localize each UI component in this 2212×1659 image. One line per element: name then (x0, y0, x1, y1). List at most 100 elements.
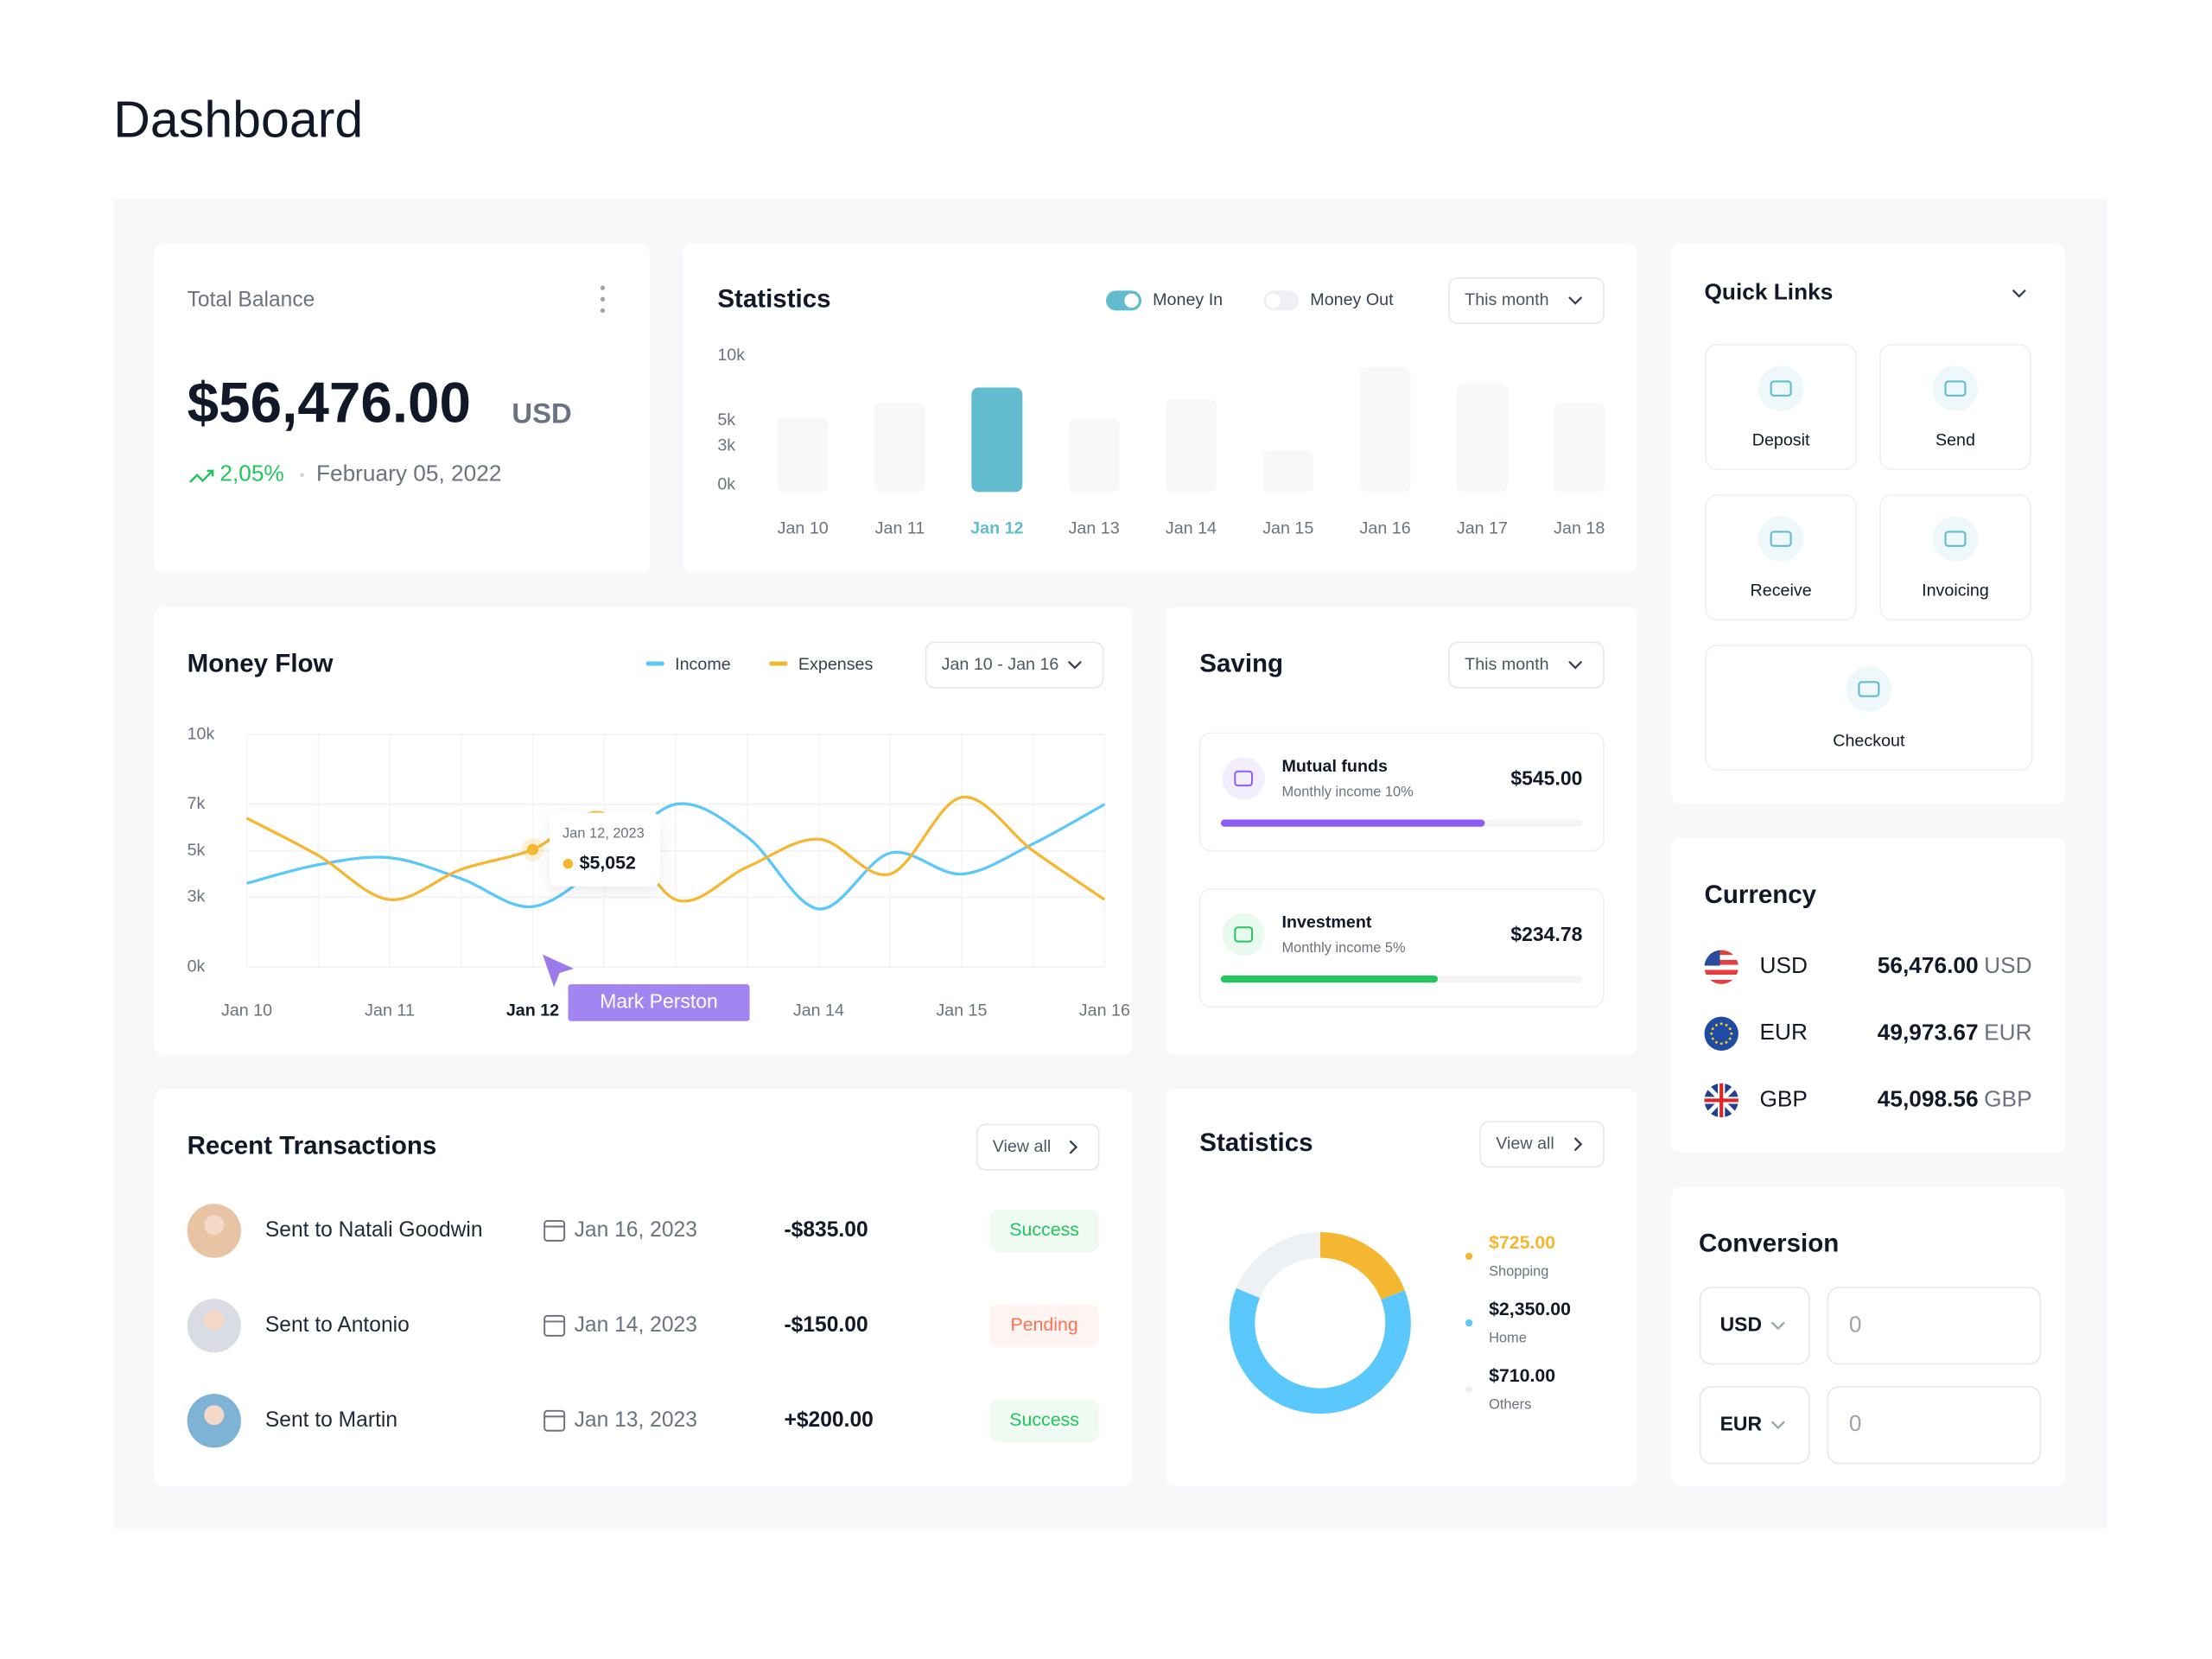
icon-background (1758, 516, 1804, 562)
card-title: Saving (1199, 649, 1283, 677)
flag-stripe (1704, 979, 1738, 984)
x-tick-label: Jan 10 (221, 1001, 272, 1020)
status-label: Pending (1010, 1314, 1077, 1335)
transaction-name: Sent to Antonio (265, 1313, 410, 1337)
currency-code: GBP (1760, 1085, 1808, 1111)
flag-star (1714, 1040, 1718, 1044)
quick-link-label: Checkout (1833, 731, 1905, 750)
avatar-head (204, 1405, 225, 1426)
menu-dot[interactable] (600, 308, 606, 314)
button[interactable] (1479, 1121, 1605, 1168)
balance-change: 2,05% (219, 461, 283, 486)
icon (1234, 926, 1254, 943)
bar (777, 416, 829, 493)
donut-segment (1229, 1232, 1411, 1414)
menu-dot[interactable] (600, 285, 606, 290)
toggle-label: Money In (1153, 290, 1223, 309)
bar (1068, 418, 1120, 493)
button[interactable] (925, 641, 1104, 689)
icon-background (1222, 757, 1265, 800)
amount-input[interactable] (1827, 1287, 2042, 1365)
bar (1262, 450, 1314, 493)
menu-dot[interactable] (600, 296, 606, 302)
chevron (1568, 661, 1582, 670)
select-label: EUR (1720, 1412, 1763, 1434)
flag-cross (1704, 1083, 1738, 1118)
y-tick-label: 3k (717, 436, 735, 455)
progress-bar (1220, 976, 1438, 983)
y-tick-label: 0k (717, 474, 735, 493)
button[interactable] (976, 1123, 1100, 1171)
transaction-name: Sent to Natali Goodwin (265, 1218, 483, 1242)
status-label: Success (1009, 1409, 1079, 1430)
tooltip-dot (563, 858, 574, 869)
point (526, 843, 539, 855)
y-tick-label: 3k (188, 887, 206, 906)
card-title: Conversion (1699, 1230, 1839, 1258)
status-badge (989, 1209, 1099, 1253)
card-title: Statistics (1199, 1128, 1313, 1157)
icon (1234, 770, 1254, 787)
chevron (1771, 1421, 1785, 1430)
spending-value: $2,350.00 (1489, 1299, 1571, 1319)
spending-value: $710.00 (1489, 1365, 1555, 1386)
currency-value: 45,098.56 (1878, 1085, 1979, 1111)
bar (1554, 403, 1605, 493)
flag (1704, 1083, 1738, 1118)
icon (1770, 531, 1792, 547)
input-placeholder: 0 (1849, 1410, 1862, 1436)
saving-amount: $234.78 (1510, 923, 1582, 945)
currency-unit: GBP (1984, 1085, 2031, 1111)
chevron-right (1069, 1140, 1078, 1154)
button-label: View all (1496, 1135, 1554, 1154)
cursor-tag (568, 984, 750, 1021)
bar (874, 403, 926, 493)
tooltip-value: $5,052 (580, 852, 636, 873)
icon-background (1932, 365, 1979, 411)
page-title: Dashboard (113, 91, 363, 148)
chevron-right (1574, 1137, 1583, 1152)
spending-category: Others (1489, 1397, 1531, 1413)
amount-input[interactable] (1827, 1386, 2042, 1465)
x-tick-label: Jan 16 (1360, 518, 1411, 537)
currency-value: 56,476.00 (1878, 952, 1979, 978)
y-tick-label: 10k (717, 346, 745, 365)
icon (1944, 531, 1967, 547)
currency-value: 49,973.67 (1878, 1019, 1979, 1045)
chevron (2012, 289, 2026, 298)
status-label: Success (1009, 1219, 1079, 1240)
chevron (1771, 1321, 1785, 1331)
currency-unit: EUR (1984, 1019, 2031, 1045)
flag (1704, 950, 1738, 984)
legend-dot (1465, 1386, 1473, 1394)
tooltip-date: Jan 12, 2023 (563, 825, 645, 841)
y-tick-label: 0k (188, 957, 206, 976)
currency-select[interactable] (1699, 1386, 1810, 1465)
transaction-date: Jan 16, 2023 (575, 1218, 697, 1242)
legend-label: Income (675, 655, 731, 674)
currency-amount: 56,476.00 USD (1878, 952, 2032, 978)
balance-currency: USD (512, 397, 571, 429)
line-series (245, 796, 1106, 903)
flag-star (1710, 1032, 1713, 1035)
flag-stripe (1704, 955, 1738, 960)
transaction-name: Sent to Martin (265, 1408, 397, 1432)
button[interactable] (1448, 276, 1605, 324)
currency-amount: 45,098.56 GBP (1878, 1085, 2032, 1111)
x-tick-label: Jan 14 (793, 1001, 844, 1020)
legend-dot (1465, 1319, 1473, 1327)
status-badge (989, 1399, 1099, 1442)
button-label: This month (1465, 290, 1548, 309)
currency-select[interactable] (1699, 1287, 1810, 1365)
flag-star (1728, 1027, 1732, 1031)
chevron (1568, 296, 1582, 305)
button[interactable] (1448, 641, 1605, 689)
flag-star (1711, 1027, 1714, 1031)
quick-link-label: Invoicing (1922, 582, 1989, 601)
icon (1858, 681, 1880, 697)
balance-date: February 05, 2022 (316, 461, 502, 486)
flag-star (1714, 1023, 1718, 1027)
line-series (246, 802, 1106, 911)
